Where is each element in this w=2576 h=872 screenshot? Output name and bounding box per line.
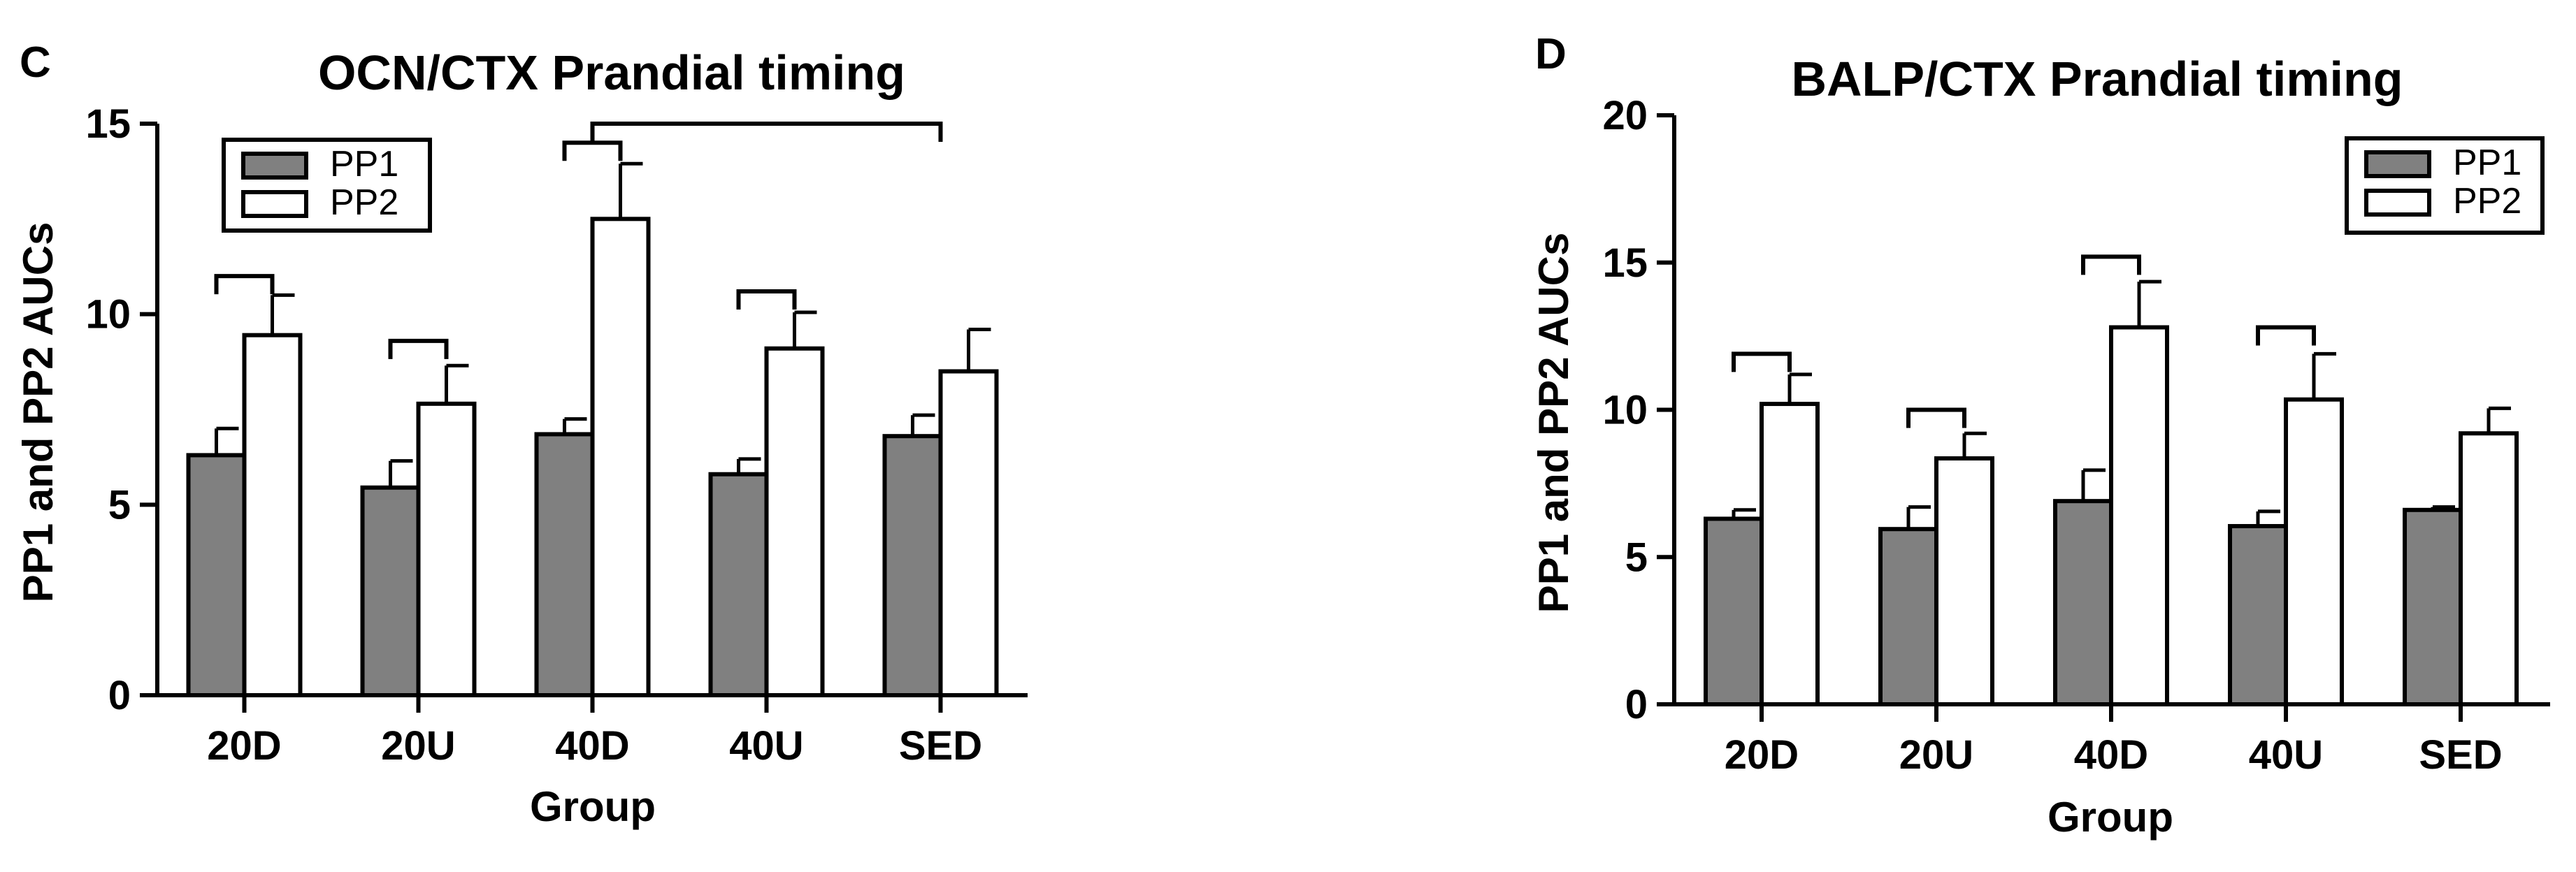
legend-swatch-pp2 <box>241 190 308 218</box>
bar-pp1-20d <box>1704 516 1764 707</box>
x-tick-label: 40D <box>2074 732 2148 778</box>
significance-bracket <box>2256 325 2316 346</box>
y-axis-label: PP1 and PP2 AUCs <box>15 222 62 603</box>
x-tick-label: 20U <box>381 723 455 769</box>
bar-pp2-20u <box>416 401 477 697</box>
x-axis-label: Group <box>530 783 656 830</box>
significance-bracket <box>2081 254 2141 275</box>
x-tick-label: SED <box>2419 732 2502 778</box>
panel-d: D BALP/CTX Prandial timing PP1 and PP2 A… <box>1530 30 2550 841</box>
panel-label: C <box>20 38 51 87</box>
significance-bracket <box>1906 407 1966 428</box>
chart-title: OCN/CTX Prandial timing <box>318 45 905 100</box>
panel-c: C OCN/CTX Prandial timing PP1 and PP2 AU… <box>15 38 1028 830</box>
y-tick-label: 10 <box>85 292 131 337</box>
bar-pp1-sed <box>2403 507 2463 706</box>
y-tick-label: 0 <box>1625 682 1648 727</box>
x-tick-label: 20D <box>1725 732 1799 778</box>
y-tick-label: 5 <box>108 482 131 528</box>
bar-pp2-40d <box>2109 325 2169 707</box>
bar-pp2-sed <box>2459 431 2519 706</box>
y-tick-label: 15 <box>1602 240 1648 286</box>
bar-pp2-20d <box>242 333 303 698</box>
significance-bracket <box>388 338 449 359</box>
legend-box <box>2345 136 2545 235</box>
y-tick-label: 15 <box>85 101 131 147</box>
legend-label-pp2: PP2 <box>330 182 398 223</box>
significance-bracket <box>590 122 943 142</box>
bar-pp1-40u <box>2228 523 2288 706</box>
legend-swatch-pp2 <box>2364 189 2431 217</box>
bar-pp1-40u <box>708 472 769 697</box>
y-tick-label: 5 <box>1625 535 1648 580</box>
bar-pp1-sed <box>882 434 943 697</box>
x-tick-label: 40U <box>729 723 803 769</box>
significance-bracket <box>736 289 797 310</box>
bar-pp1-20d <box>186 453 247 697</box>
bar-pp1-20u <box>360 485 421 697</box>
bar-pp1-20u <box>1878 527 1938 707</box>
x-tick-label: SED <box>899 723 982 769</box>
x-tick-label: 20U <box>1899 732 1973 778</box>
legend-swatch-pp1 <box>241 152 308 180</box>
x-tick-label: 20D <box>207 723 281 769</box>
legend-label-pp1: PP1 <box>330 144 398 184</box>
x-tick-label: 40D <box>555 723 629 769</box>
bar-pp2-40d <box>590 217 651 698</box>
legend-swatch-pp1 <box>2364 150 2431 178</box>
bar-pp2-40u <box>764 346 825 697</box>
x-tick-label: 40U <box>2249 732 2323 778</box>
bar-pp1-40d <box>534 432 595 697</box>
significance-bracket <box>562 140 623 161</box>
y-tick-label: 10 <box>1602 388 1648 433</box>
legend-label-pp1: PP1 <box>2453 143 2521 183</box>
significance-bracket <box>1732 351 1792 372</box>
panel-label: D <box>1535 30 1567 78</box>
significance-bracket <box>214 274 275 295</box>
bar-pp2-20u <box>1934 456 1994 706</box>
y-tick-label: 20 <box>1602 93 1648 138</box>
legend-label-pp2: PP2 <box>2453 181 2521 221</box>
chart-title: BALP/CTX Prandial timing <box>1791 52 2403 106</box>
y-tick-label: 0 <box>108 673 131 718</box>
bar-pp2-40u <box>2284 397 2344 706</box>
x-axis-label: Group <box>2048 794 2173 841</box>
bar-pp1-40d <box>2053 499 2113 706</box>
bar-pp2-sed <box>938 369 999 697</box>
y-axis-label: PP1 and PP2 AUCs <box>1530 233 1577 613</box>
bar-pp2-20d <box>1760 402 1820 706</box>
